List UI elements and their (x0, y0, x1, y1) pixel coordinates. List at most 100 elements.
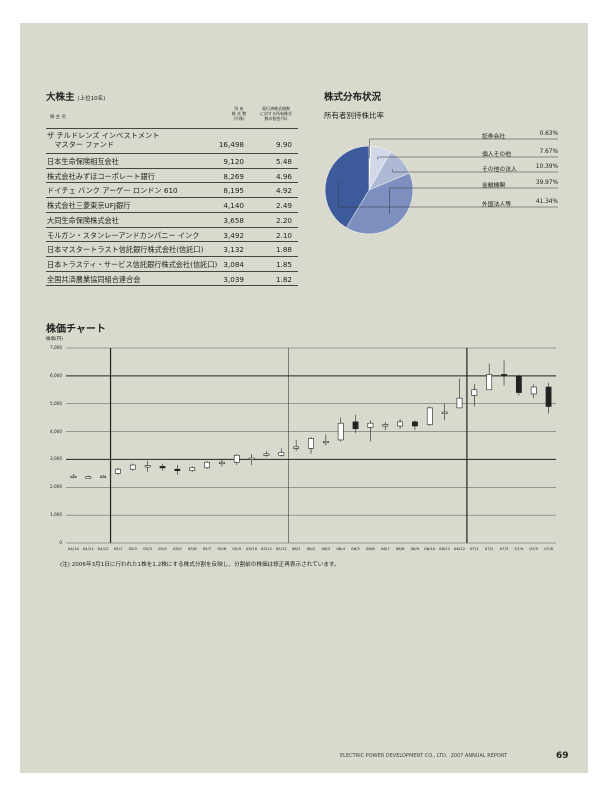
shares-value: 8,195 (223, 186, 244, 196)
x-tick-label: 05/3 (143, 546, 153, 551)
x-tick-label: 05/6 (187, 546, 197, 551)
x-tick-label: 04/11 (82, 546, 94, 551)
x-tick-label: 05/10 (245, 546, 258, 551)
pie-leader-line (377, 156, 558, 160)
pie-legend-value: 0.63% (539, 131, 558, 137)
candle-body (367, 422, 374, 428)
ratio-value: 1.88 (275, 245, 292, 255)
ratio-value: 4.96 (275, 171, 292, 181)
pie-leader-line (369, 138, 558, 159)
candlestick (382, 421, 389, 431)
x-tick-label: 05/4 (158, 546, 167, 551)
shareholder-name: ザ チルドレンズ インベストメント マスター ファンド (47, 131, 160, 149)
candle-body (352, 421, 359, 430)
candlestick (174, 465, 181, 475)
candle-body (278, 452, 285, 456)
candle-body (471, 389, 478, 396)
candlestick (322, 434, 329, 446)
candle-body (263, 453, 270, 456)
candle-body (248, 457, 255, 460)
y-tick-label: 0 (59, 540, 62, 545)
candlestick (115, 467, 121, 475)
candle-body (486, 374, 493, 391)
candlestick (263, 451, 270, 457)
candle-body (85, 476, 92, 479)
pie-leader-line (392, 169, 558, 173)
shareholder-name: 日本生命保険相互会社 (47, 157, 119, 166)
x-tick-label: 04/10 (67, 546, 80, 551)
pie-legend-value: 7.67% (539, 149, 558, 155)
ratio-value: 1.82 (275, 274, 292, 284)
page-number: 69 (556, 751, 569, 761)
candlestick (100, 475, 107, 478)
candle-body (382, 424, 389, 427)
y-tick-label: 5,000 (50, 400, 62, 406)
candlestick (337, 417, 344, 442)
table-row: モルガン・スタンレーアンドカンパニー インク 3,492 2.10 (46, 226, 298, 243)
candlestick (159, 463, 166, 471)
candle-body (426, 407, 433, 425)
x-tick-label: 07/3 (499, 546, 509, 551)
x-tick-label: 06/10 (424, 546, 436, 551)
x-tick-label: 05/7 (202, 546, 212, 551)
candle-body (100, 475, 107, 478)
pie-legend-label: 証券会社 (482, 134, 506, 140)
ratio-value: 5.48 (275, 157, 292, 166)
stock-price-chart (66, 347, 556, 544)
candle-body (219, 461, 225, 465)
y-tick-label: 7,000 (50, 345, 62, 350)
pie-legend-label: 個人その他 (482, 152, 511, 158)
candlestick (412, 420, 418, 431)
distribution-title: 株式分布状況 (324, 92, 382, 103)
candlestick (308, 437, 314, 454)
y-tick-label: 4,000 (50, 428, 62, 434)
candlestick (545, 382, 552, 414)
x-tick-label: 05/5 (172, 546, 182, 551)
y-tick-label: 2,000 (50, 484, 62, 490)
table-row: 株式会社三菱東京UFJ銀行 4,140 2.49 (46, 197, 298, 213)
x-tick-label: 07/6 (544, 546, 553, 551)
shares-value: 8,269 (223, 171, 244, 181)
candlestick (486, 363, 493, 391)
shareholders-title: 大株主 (上位10名) (46, 92, 106, 103)
candlestick (85, 475, 92, 479)
x-tick-label: 07/1 (469, 546, 479, 551)
candlestick (530, 384, 537, 399)
candle-body (293, 446, 300, 449)
table-bottom-rule (46, 285, 298, 287)
candlestick (70, 473, 77, 479)
candlestick (367, 420, 374, 442)
candle-body (515, 375, 522, 393)
candle-body (456, 397, 463, 409)
col-ratio-header: 発行済株式総数 に対する所有株式 数の割合(%) (260, 106, 292, 121)
candle-body (129, 464, 136, 470)
candlestick (426, 406, 433, 426)
candle-body (189, 467, 196, 471)
candlestick (144, 460, 151, 472)
candle-body (545, 386, 552, 407)
page-panel (20, 23, 588, 773)
distribution-subtitle: 所有者別持株比率 (324, 111, 384, 120)
candlestick (397, 419, 403, 429)
shareholder-name: 株式会社みずほコーポレート銀行 (47, 171, 155, 181)
candle-body (233, 454, 240, 463)
candle-body (530, 386, 537, 395)
candlestick (129, 463, 136, 471)
candlestick (352, 414, 359, 433)
x-tick-label: 06/7 (380, 546, 390, 551)
table-row: 全国共済農業協同組合連合会 3,039 1.82 (46, 270, 298, 287)
candlestick (278, 448, 285, 457)
pie-legend-label: 金融機関 (482, 183, 506, 189)
shareholder-name: 株式会社三菱東京UFJ銀行 (47, 201, 131, 211)
col-name-header: 株 主 名 (50, 115, 66, 120)
table-row: ザ チルドレンズ インベストメント マスター ファンド 16,498 9.90 (46, 128, 298, 154)
shares-value: 3,039 (223, 274, 244, 284)
x-tick-label: 06/8 (395, 546, 405, 551)
candlestick (204, 460, 210, 470)
ratio-value: 2.10 (275, 230, 292, 240)
shareholder-name: ドイチェ バンク アーゲー ロンドン 610 (47, 186, 178, 196)
x-tick-label: 07/5 (529, 546, 539, 551)
candle-body (308, 438, 314, 449)
x-tick-label: 06/2 (306, 546, 316, 551)
x-tick-label: 06/1 (291, 546, 301, 551)
